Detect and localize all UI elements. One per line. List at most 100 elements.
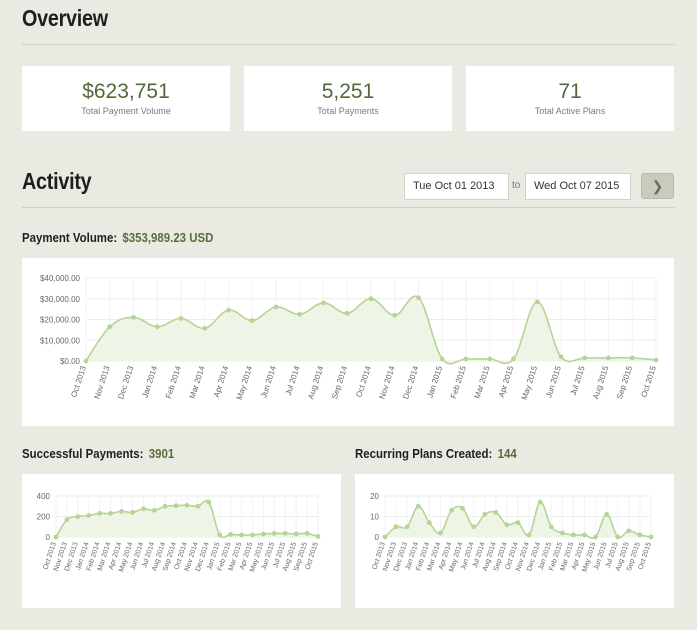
data-point — [537, 499, 543, 505]
data-point — [629, 355, 635, 361]
y-tick-label: 400 — [37, 492, 51, 501]
y-tick-label: 10 — [370, 513, 379, 522]
y-tick-label: $10,000.00 — [40, 336, 81, 345]
x-tick-label: Nov 2013 — [93, 364, 112, 400]
x-tick-label: Feb 2015 — [449, 364, 468, 399]
data-point — [154, 324, 160, 330]
x-tick-label: Jul 2015 — [569, 364, 587, 396]
data-point — [107, 324, 113, 330]
from-date-input[interactable]: Tue Oct 01 2013 — [404, 173, 509, 200]
data-point — [511, 356, 516, 362]
payment-volume-chart: $0.00 $10,000.00 $20,000.00 $30,000.00 $40,0… — [40, 274, 659, 401]
x-tick-label: Oct 2013 — [69, 364, 88, 398]
data-point — [130, 510, 135, 515]
overview-divider — [22, 44, 675, 45]
x-tick-label: Apr 2015 — [497, 364, 516, 398]
data-point — [487, 356, 493, 362]
x-tick-label: Nov 2014 — [378, 364, 397, 400]
stat-label: Total Payments — [317, 106, 379, 116]
payment-volume-heading: Payment Volume: $353,989.23 USD — [22, 230, 213, 245]
data-point — [162, 503, 168, 509]
x-tick-label: Aug 2015 — [591, 364, 610, 400]
data-point — [151, 507, 157, 513]
stat-label: Total Active Plans — [534, 106, 606, 116]
data-point — [64, 517, 70, 522]
data-point — [615, 534, 621, 540]
data-point — [604, 512, 610, 517]
successful-payments-value: 3901 — [148, 446, 175, 461]
data-point — [593, 534, 598, 540]
data-point — [626, 528, 632, 534]
data-point — [558, 354, 564, 360]
x-tick-label: Oct 2014 — [354, 364, 373, 398]
data-point — [482, 512, 488, 517]
x-tick-label: Feb 2014 — [164, 364, 183, 399]
y-tick-label: $0.00 — [60, 357, 81, 366]
data-point — [493, 510, 499, 515]
data-point — [548, 524, 554, 530]
x-tick-label: Jun 2014 — [259, 364, 278, 399]
stat-card-total-payments: 5,251 Total Payments — [244, 66, 452, 131]
y-tick-label: 20 — [370, 492, 379, 501]
recurring-plans-label: Recurring Plans Created: — [355, 446, 493, 461]
x-tick-label: Dec 2014 — [401, 364, 420, 400]
data-point — [83, 358, 89, 364]
data-point — [53, 534, 59, 540]
y-tick-label: $30,000.00 — [40, 295, 81, 304]
y-tick-label: $20,000.00 — [40, 316, 81, 325]
data-point — [131, 315, 136, 320]
data-point — [119, 508, 124, 514]
recurring-plans-value: 144 — [497, 446, 517, 461]
stat-value: $623,751 — [82, 80, 170, 103]
data-point — [282, 531, 288, 536]
data-point — [526, 532, 532, 538]
series-area — [86, 296, 656, 364]
x-tick-label: Oct 2015 — [639, 364, 658, 398]
x-tick-label: Sep 2014 — [330, 364, 349, 400]
stat-card-active-plans: 71 Total Active Plans — [466, 66, 674, 131]
x-tick-label: Mar 2015 — [473, 364, 492, 399]
data-point — [217, 532, 223, 538]
stat-value: 5,251 — [321, 80, 375, 103]
payment-volume-panel: $0.00 $10,000.00 $20,000.00 $30,000.00 $40,0… — [22, 258, 674, 426]
stat-value: 71 — [558, 80, 582, 103]
x-tick-label: Jun 2015 — [544, 364, 563, 399]
payment-volume-label: Payment Volume: — [22, 230, 118, 245]
to-date-input[interactable]: Wed Oct 07 2015 — [525, 173, 631, 200]
data-point — [297, 311, 303, 317]
data-point — [515, 520, 521, 526]
y-tick-label: 200 — [37, 513, 51, 522]
activity-title: Activity — [22, 168, 92, 194]
data-point — [226, 307, 231, 313]
to-label: to — [512, 180, 521, 191]
x-tick-label: Jan 2015 — [425, 364, 444, 399]
activity-divider — [22, 207, 675, 208]
payment-volume-value: $353,989.23 USD — [122, 230, 214, 245]
x-tick-label: Apr 2014 — [212, 364, 231, 398]
apply-date-range-button[interactable]: ❯ — [641, 173, 674, 199]
x-tick-label: Mar 2014 — [188, 364, 207, 399]
recurring-plans-panel: 0 10 20 Oct 2013 Nov 2013 Dec 2013 Jan 2014 Feb… — [355, 474, 674, 608]
data-point — [571, 532, 576, 538]
data-point — [606, 355, 611, 361]
successful-payments-label: Successful Payments: — [22, 446, 144, 461]
data-point — [460, 505, 465, 511]
data-point — [184, 502, 190, 508]
data-point — [582, 532, 587, 538]
data-point — [392, 312, 398, 318]
data-point — [315, 534, 321, 539]
data-point — [382, 534, 388, 540]
data-point — [404, 524, 410, 530]
x-tick-label: Aug 2014 — [306, 364, 325, 400]
data-point — [368, 296, 374, 302]
data-point — [471, 524, 477, 530]
data-point — [206, 499, 212, 505]
stat-card-payment-volume: $623,751 Total Payment Volume — [22, 66, 230, 131]
data-point — [393, 524, 399, 530]
x-tick-label: May 2015 — [520, 364, 540, 401]
data-point — [426, 520, 432, 526]
data-point — [293, 531, 299, 537]
data-point — [97, 511, 103, 516]
